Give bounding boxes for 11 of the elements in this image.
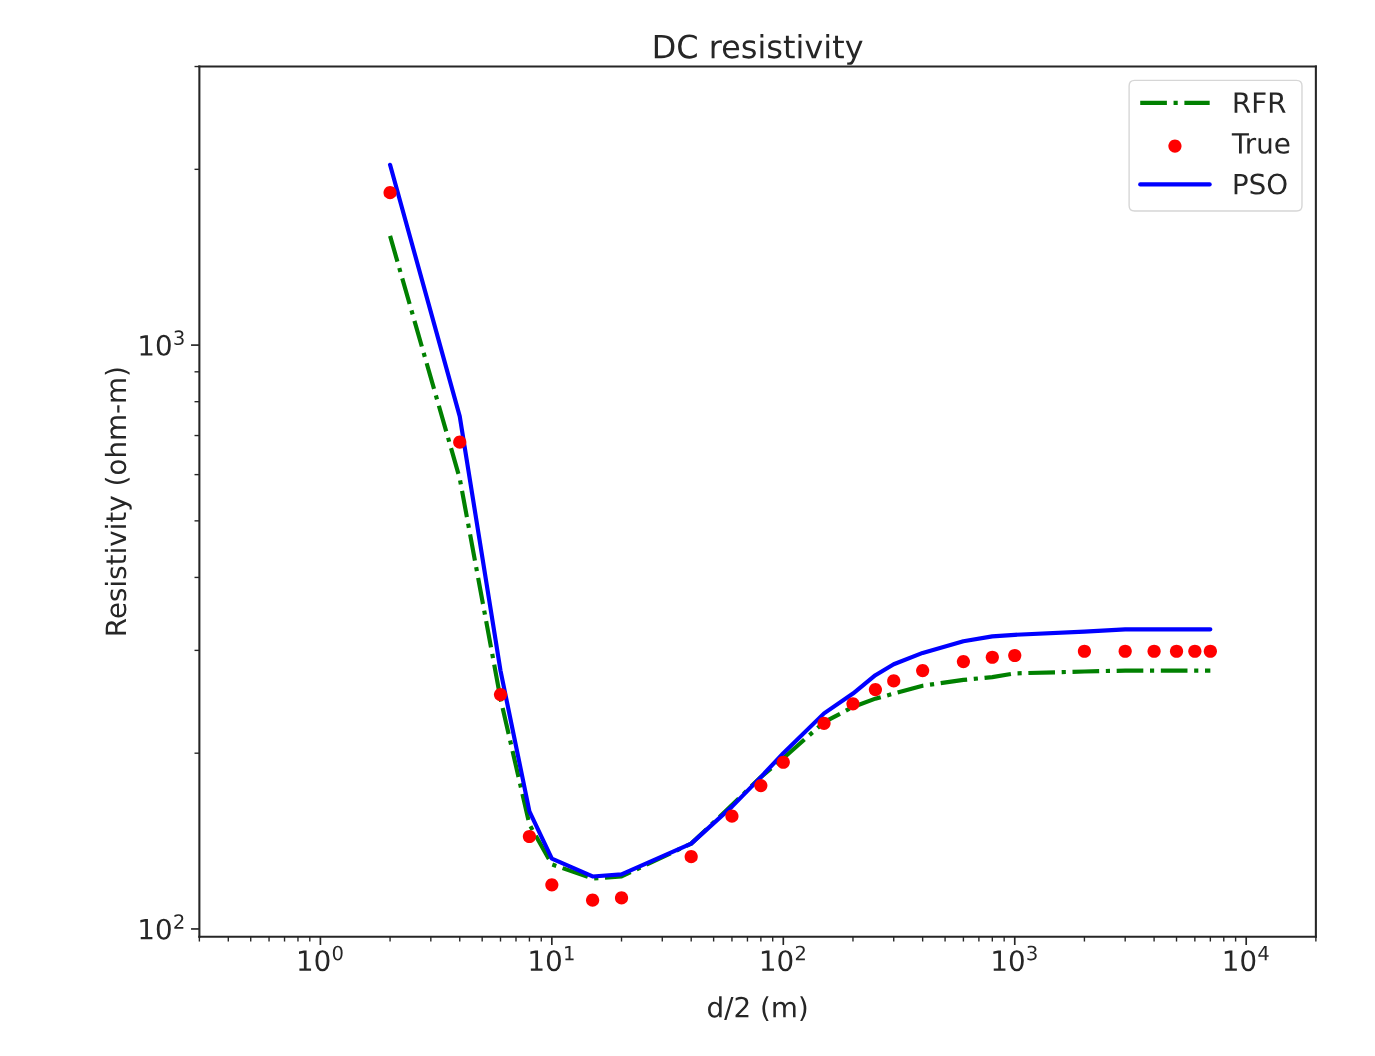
- x-tick-label: 10$^{0}$: [299, 945, 343, 972]
- x-tick-label: 10$^{1}$: [530, 945, 574, 972]
- x-tick-label: 10$^{4}$: [1224, 945, 1269, 972]
- x-tick-label: 10$^{3}$: [993, 945, 1037, 972]
- y-axis-title: Resistivity (ohm-m): [104, 368, 132, 635]
- legend-label: RFR: [1234, 92, 1286, 113]
- x-tick-label: 10$^{2}$: [761, 945, 805, 972]
- legend-label: PSO: [1234, 173, 1287, 195]
- chart-title: DC resistivity: [654, 33, 863, 65]
- legend-label: True: [1231, 133, 1290, 154]
- x-axis-title: d/2 (m): [708, 996, 807, 1021]
